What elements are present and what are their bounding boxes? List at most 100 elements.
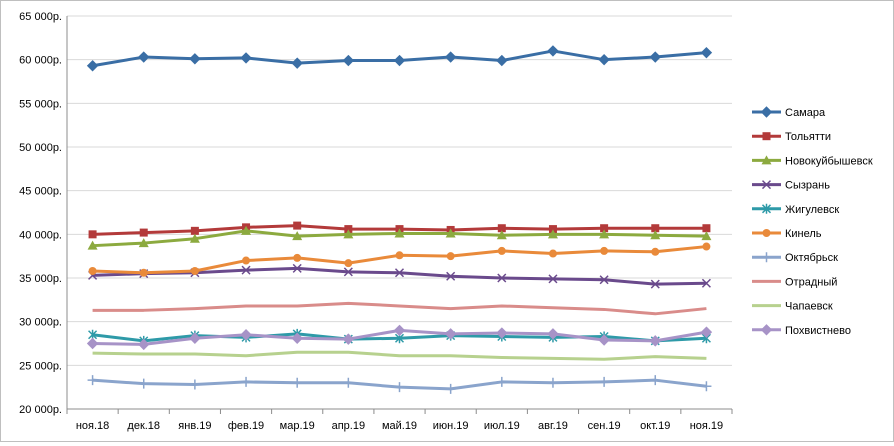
legend-label: Новокуйбышевск	[785, 155, 873, 167]
data-point	[88, 267, 97, 276]
data-point	[394, 382, 405, 393]
legend-item: Самара	[752, 106, 826, 119]
data-point	[599, 275, 609, 285]
data-point	[291, 332, 303, 344]
data-point	[189, 53, 201, 65]
data-point	[701, 381, 712, 392]
data-point	[190, 267, 199, 276]
legend-item: Кинель	[752, 228, 822, 240]
series-line	[92, 350, 707, 361]
data-point	[190, 226, 199, 235]
legend-marker	[761, 252, 772, 263]
legend-item: Отрадный	[752, 276, 837, 288]
data-point	[497, 224, 506, 233]
data-point	[293, 221, 302, 230]
series-7	[87, 375, 712, 394]
legend-item: Сызрань	[752, 180, 830, 192]
data-point	[650, 230, 661, 240]
legend-marker	[762, 229, 771, 237]
data-point	[240, 52, 252, 64]
data-point	[547, 377, 558, 388]
legend-marker	[762, 132, 771, 141]
legend-label: Самара	[785, 107, 826, 119]
data-point	[292, 377, 303, 388]
x-tick-label: ноя.19	[690, 420, 723, 432]
series-3	[87, 225, 712, 250]
data-point	[650, 375, 661, 386]
series-8	[92, 301, 707, 316]
data-point	[241, 265, 251, 275]
data-point	[700, 326, 713, 338]
x-tick-label: авг.19	[538, 420, 568, 432]
legend-label: Отрадный	[785, 276, 837, 288]
x-tick-label: окт.19	[640, 420, 670, 432]
data-point	[241, 225, 252, 235]
x-tick-label: янв.19	[178, 420, 211, 432]
data-point	[446, 271, 456, 281]
data-point	[598, 334, 610, 346]
legend-marker	[760, 324, 773, 336]
data-point	[242, 256, 251, 265]
data-point	[702, 224, 711, 233]
data-point	[138, 338, 150, 351]
data-point	[548, 274, 558, 284]
data-point	[600, 246, 609, 255]
data-point	[342, 333, 355, 345]
x-axis-tick-labels: ноя.18 дек.18 янв.19 фев.19 мар.19 апр.19 май.…	[76, 420, 723, 432]
data-point	[548, 249, 557, 258]
data-point	[138, 238, 149, 248]
legend-item: Чапаевск	[752, 301, 833, 313]
legend-label: Жигулевск	[785, 204, 839, 216]
data-point	[86, 337, 99, 350]
legend-marker	[761, 180, 772, 190]
data-point	[291, 57, 303, 69]
legend-item: Октябрьск	[752, 252, 838, 264]
data-point	[394, 228, 405, 238]
x-tick-label: июл.19	[484, 420, 520, 432]
y-tick-label: 55 000р.	[19, 98, 62, 110]
x-tick-label: дек.18	[127, 420, 160, 432]
data-point	[87, 375, 98, 386]
data-point	[139, 268, 148, 277]
series-10	[86, 324, 713, 351]
data-point	[547, 328, 559, 340]
data-point	[701, 278, 711, 288]
y-tick-label: 65 000р.	[19, 11, 62, 23]
data-point	[344, 225, 353, 234]
data-point	[87, 240, 98, 250]
data-point	[86, 60, 99, 72]
data-point	[444, 51, 457, 63]
data-point	[240, 329, 252, 341]
y-tick-label: 50 000р.	[19, 142, 62, 154]
legend: Самара Тольятти Новокуйбышевск Сызрань Жигул…	[752, 106, 873, 337]
x-tick-label: мар.19	[280, 420, 315, 432]
legend-marker	[761, 203, 772, 214]
data-point	[649, 335, 661, 347]
data-point	[599, 229, 610, 239]
data-point	[444, 328, 457, 340]
data-point	[702, 242, 711, 251]
y-tick-label: 25 000р.	[19, 360, 62, 372]
legend-label: Похвистнево	[785, 325, 851, 337]
legend-marker	[760, 106, 773, 118]
data-point	[649, 51, 661, 63]
data-point	[598, 53, 610, 66]
data-point	[393, 324, 406, 337]
legend-item: Новокуйбышевск	[752, 155, 873, 167]
data-point	[547, 45, 559, 57]
data-point	[701, 231, 712, 241]
data-point	[446, 252, 455, 261]
data-point	[599, 376, 610, 387]
legend-item: Похвистнево	[752, 324, 851, 337]
data-point	[343, 229, 354, 239]
y-tick-label: 35 000р.	[19, 273, 62, 285]
y-tick-label: 60 000р.	[19, 55, 62, 67]
x-tick-label: июн.19	[433, 420, 469, 432]
series-1	[86, 45, 713, 72]
data-point	[497, 273, 507, 283]
data-point	[292, 231, 303, 241]
data-point	[496, 376, 507, 387]
data-point	[497, 246, 506, 255]
x-tick-label: май.19	[382, 420, 417, 432]
